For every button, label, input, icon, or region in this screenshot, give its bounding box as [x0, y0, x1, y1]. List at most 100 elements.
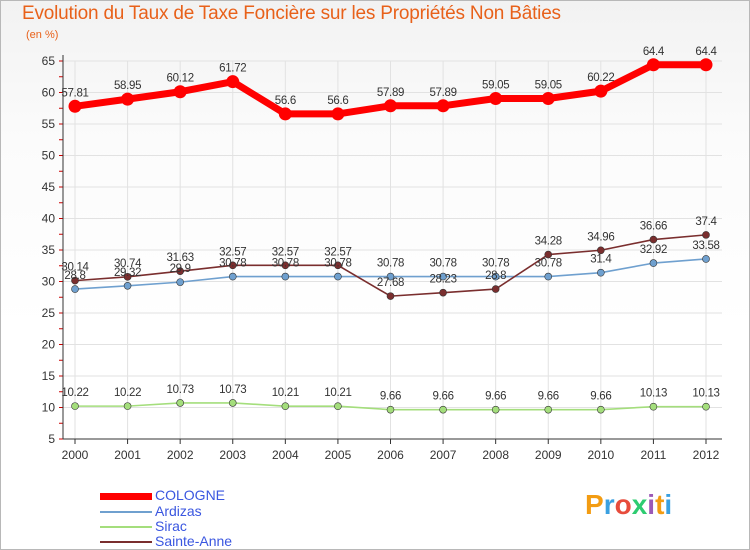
data-label: 10.21: [324, 387, 351, 399]
x-tick-label: 2007: [430, 448, 457, 462]
y-tick-label: 15: [42, 369, 56, 383]
data-label: 58.95: [114, 80, 141, 92]
logo-letter: x: [631, 489, 648, 520]
legend-label: COLOGNE: [155, 487, 226, 503]
data-label: 57.81: [61, 87, 88, 99]
data-point: [68, 99, 82, 113]
data-point: [176, 399, 184, 407]
data-label: 56.6: [327, 95, 348, 107]
y-tick-label: 10: [42, 401, 56, 415]
data-point: [386, 272, 395, 281]
proxiti-logo: Proxiti: [585, 489, 672, 521]
data-label: 32.57: [324, 246, 351, 258]
y-tick-label: 60: [42, 86, 56, 100]
y-tick-label: 25: [42, 306, 56, 320]
data-point: [123, 402, 132, 410]
data-point: [439, 288, 447, 297]
data-label: 10.22: [114, 387, 141, 399]
data-point: [544, 250, 553, 259]
data-point: [436, 99, 450, 113]
x-tick-label: 2003: [219, 448, 246, 462]
data-label: 32.92: [640, 244, 667, 256]
data-point: [544, 272, 553, 281]
logo-letter: t: [655, 489, 665, 520]
data-label: 34.96: [587, 231, 614, 243]
data-point: [491, 405, 500, 414]
data-point: [281, 261, 290, 270]
x-tick-label: 2005: [325, 448, 352, 462]
x-tick-label: 2002: [167, 448, 194, 462]
data-point: [228, 399, 237, 407]
data-point: [439, 405, 447, 414]
data-label: 30.74: [114, 258, 142, 270]
label-layer: 57.81 58.95 60.12 61.72 56.6 56.6 57.89 57.89 59…: [61, 46, 720, 403]
data-point: [702, 231, 710, 239]
data-point: [281, 402, 290, 410]
x-tick-label: 2009: [535, 448, 562, 462]
data-point: [489, 91, 503, 105]
legend-label: Ardizas: [155, 503, 202, 519]
data-point: [597, 405, 605, 414]
data-point: [176, 278, 184, 286]
data-label: 10.22: [61, 387, 88, 399]
legend-swatch: [100, 493, 152, 500]
data-label: 60.22: [587, 72, 614, 84]
data-label: 30.78: [429, 258, 456, 270]
data-point: [541, 91, 555, 105]
data-label: 30.78: [272, 258, 299, 270]
data-label: 10.73: [167, 384, 194, 396]
y-tick-label: 5: [48, 432, 55, 446]
legend-swatch: [100, 511, 152, 513]
data-label: 34.28: [535, 236, 562, 248]
x-tick-label: 2001: [114, 448, 141, 462]
data-label: 30.78: [219, 258, 246, 270]
data-label: 64.4: [695, 46, 717, 58]
y-tick-label: 45: [42, 180, 56, 194]
data-point: [123, 281, 132, 290]
data-point: [439, 272, 447, 281]
y-tick-label: 30: [42, 275, 56, 289]
data-label: 10.21: [272, 387, 299, 399]
y-tick-label: 50: [42, 149, 56, 163]
data-point: [491, 272, 500, 281]
logo-letter: r: [603, 489, 615, 520]
x-tick-label: 2000: [62, 448, 89, 462]
data-label: 33.58: [692, 240, 719, 252]
data-point: [649, 402, 658, 411]
data-label: 9.66: [590, 391, 611, 403]
data-point: [594, 84, 608, 98]
data-point: [646, 58, 660, 72]
x-tick-label: 2010: [587, 448, 614, 462]
data-label: 60.12: [167, 73, 194, 85]
data-label: 30.78: [324, 258, 351, 270]
data-label: 36.66: [640, 221, 667, 233]
data-label: 32.57: [219, 246, 246, 258]
y-tick-label: 55: [42, 117, 56, 131]
data-label: 57.89: [429, 87, 456, 99]
data-point: [176, 267, 184, 276]
y-tick-label: 20: [42, 338, 56, 352]
data-label: 9.66: [380, 391, 401, 403]
data-label: 29.32: [114, 267, 141, 279]
data-point: [702, 402, 710, 411]
data-point: [597, 268, 605, 277]
data-label: 37.4: [695, 216, 717, 228]
data-point: [544, 405, 553, 414]
data-label: 57.89: [377, 87, 404, 99]
data-point: [228, 272, 237, 281]
data-point: [334, 272, 342, 281]
x-tick-label: 2004: [272, 448, 299, 462]
data-point: [71, 402, 79, 410]
data-point: [226, 75, 240, 89]
x-tick-label: 2006: [377, 448, 404, 462]
data-label: 28.8: [64, 270, 85, 282]
data-label: 9.66: [485, 391, 506, 403]
data-point: [597, 246, 605, 255]
data-point: [281, 272, 290, 281]
data-label: 56.6: [275, 95, 296, 107]
data-label: 32.57: [272, 246, 299, 258]
x-tick-label: 2008: [482, 448, 509, 462]
data-point: [331, 107, 345, 121]
data-point: [71, 285, 79, 293]
